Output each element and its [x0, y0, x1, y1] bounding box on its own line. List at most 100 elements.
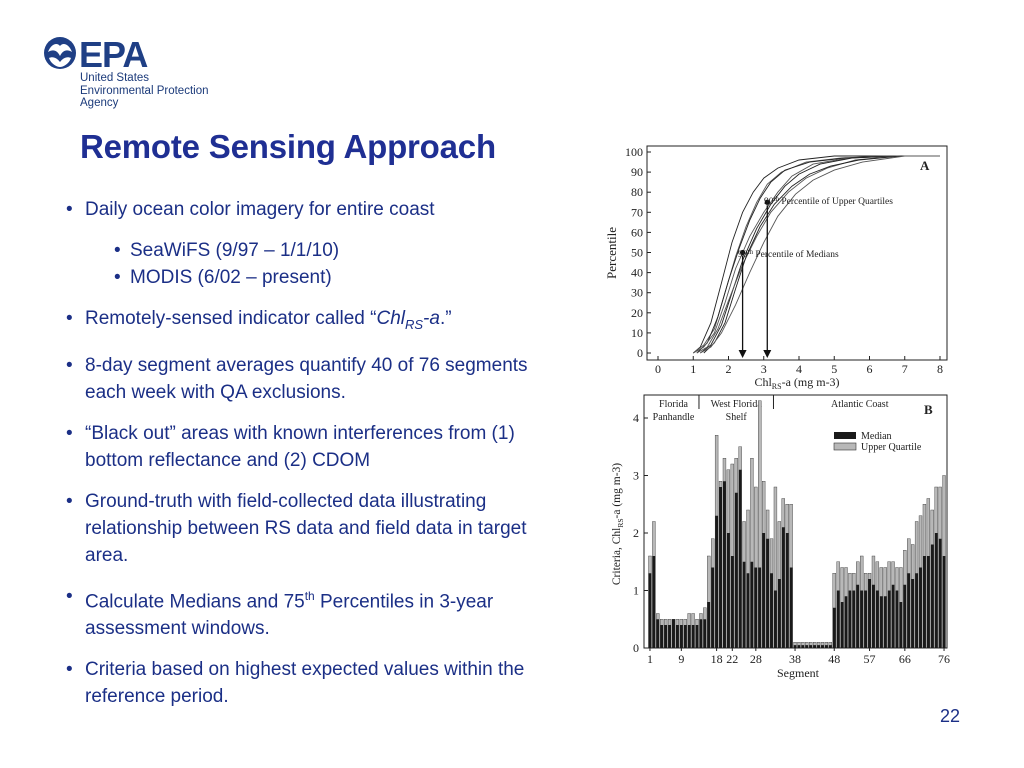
a-ytick-label: 60	[631, 225, 643, 239]
a-ytick-label: 0	[637, 346, 643, 360]
bar-median	[687, 625, 691, 648]
a-xtick-label: 2	[726, 362, 732, 376]
bar-median	[679, 625, 683, 648]
panel-b-regions: Florida Panhandle West Florida Shelf Atlanti…	[653, 395, 889, 423]
logo-agency-name: United States Environmental Protection A…	[80, 72, 208, 110]
bullet-6-suffix: Percentiles in 3-year assessment windows…	[85, 591, 494, 640]
bullet-list: Daily ocean color imagery for entire coa…	[66, 196, 546, 724]
annotation-medians: 90th Percentile of Medians	[738, 248, 839, 260]
panel-a-ylabel: Percentile	[604, 227, 619, 279]
bar-median	[770, 573, 773, 648]
bar-median	[872, 584, 875, 648]
bar-median	[919, 567, 922, 648]
b-ytick-label: 3	[633, 469, 639, 483]
a-percentile-marker	[764, 199, 770, 205]
b-ytick-label: 1	[633, 584, 639, 598]
bullet-7: Criteria based on highest expected value…	[66, 656, 546, 710]
bar-median	[832, 607, 836, 648]
b-xtick-label: 1	[647, 652, 653, 666]
bar-median	[797, 645, 801, 648]
b-xtick-label: 22	[726, 652, 738, 666]
annot-1-text: Percentile of Upper Quartiles	[779, 196, 893, 207]
panel-b-y-ticks: 0 1 2 3 4	[633, 411, 648, 655]
logo-abbrev: EPA	[79, 36, 148, 75]
a-xtick-label: 4	[796, 362, 802, 376]
bar-median	[883, 596, 887, 648]
b-xtick-label: 76	[938, 652, 950, 666]
bar-median	[762, 533, 766, 648]
panel-b-ylabel-sub: RS	[616, 518, 625, 527]
bar-median	[879, 596, 883, 648]
page-number: 22	[940, 706, 961, 726]
bar-median	[856, 584, 860, 648]
bar-median	[660, 625, 664, 648]
bar-median	[938, 538, 942, 648]
legend-upper-quartile-swatch	[833, 442, 857, 451]
a-ytick-label: 10	[631, 326, 643, 340]
bar-median	[758, 567, 762, 648]
b-xtick-label: 38	[789, 652, 801, 666]
bar-median	[907, 573, 911, 648]
b-xtick-label: 66	[899, 652, 911, 666]
bar-median	[836, 590, 840, 648]
panel-a-letter: A	[920, 158, 930, 173]
bar-median	[750, 561, 754, 648]
bar-median	[817, 645, 821, 648]
a-arrow-head	[763, 350, 772, 358]
bar-median	[683, 625, 687, 648]
bar-median	[754, 567, 758, 648]
a-xtick-label: 7	[902, 362, 908, 376]
bar-median	[672, 619, 675, 648]
b-ytick-label: 2	[633, 526, 639, 540]
a-xtick-label: 1	[690, 362, 696, 376]
bar-median	[824, 645, 828, 648]
a-series-line	[696, 155, 940, 354]
sub-bullet-seawifs: SeaWiFS (9/97 – 1/1/10)	[114, 237, 546, 264]
a-percentile-marker	[740, 249, 746, 256]
a-xtick-label: 5	[831, 362, 837, 376]
bar-median	[691, 625, 695, 648]
bar-median	[915, 573, 919, 648]
bar-median	[668, 625, 672, 648]
bar-median	[844, 596, 848, 648]
bar-median	[864, 590, 868, 648]
bar-median	[828, 645, 832, 648]
bar-median	[648, 573, 652, 648]
b-xtick-label: 9	[678, 652, 684, 666]
bullet-1-text: Daily ocean color imagery for entire coa…	[85, 199, 435, 220]
bullet-1-sublist: SeaWiFS (9/97 – 1/1/10) MODIS (6/02 – pr…	[114, 237, 546, 291]
panel-a-xlabel-chl: Chl	[754, 375, 772, 389]
bar-median	[715, 515, 719, 648]
bar-median	[766, 538, 770, 648]
bar-median	[777, 579, 781, 648]
a-series-line	[696, 155, 940, 354]
a-ytick-label: 30	[631, 286, 643, 300]
panel-a-xlabel-sub: RS	[772, 382, 782, 391]
epa-flower-icon	[44, 37, 76, 69]
panel-a-markers	[738, 199, 772, 358]
bar-median	[899, 602, 903, 648]
bar-median	[664, 625, 668, 648]
b-region-label: West Florida	[711, 399, 763, 410]
bullet-2-rs: RS	[404, 316, 424, 332]
panel-a-annotations: 90th Percentile of Upper Quartiles 90th …	[738, 195, 893, 260]
bullet-2-suffix: .”	[439, 308, 452, 329]
a-ytick-label: 80	[631, 185, 643, 199]
bullet-6: Calculate Medians and 75th Percentiles i…	[66, 583, 546, 642]
a-series-line	[700, 155, 940, 354]
bar-median	[801, 645, 805, 648]
annot-2-sup: th	[748, 248, 754, 256]
bar-median	[934, 533, 938, 648]
logo-line-2: Environmental Protection	[80, 84, 209, 97]
panel-a-y-ticks: 0 10 20 30 40 50 60 70 80 90 100	[625, 145, 651, 360]
bar-median	[675, 625, 679, 648]
bar-median	[703, 619, 707, 648]
bar-median	[840, 602, 844, 648]
b-xtick-label: 28	[750, 652, 762, 666]
bar-median	[719, 487, 722, 648]
bar-median	[911, 579, 915, 648]
panel-b-letter: B	[924, 402, 933, 417]
bar-median	[781, 527, 785, 648]
logo-line-3: Agency	[80, 97, 119, 109]
